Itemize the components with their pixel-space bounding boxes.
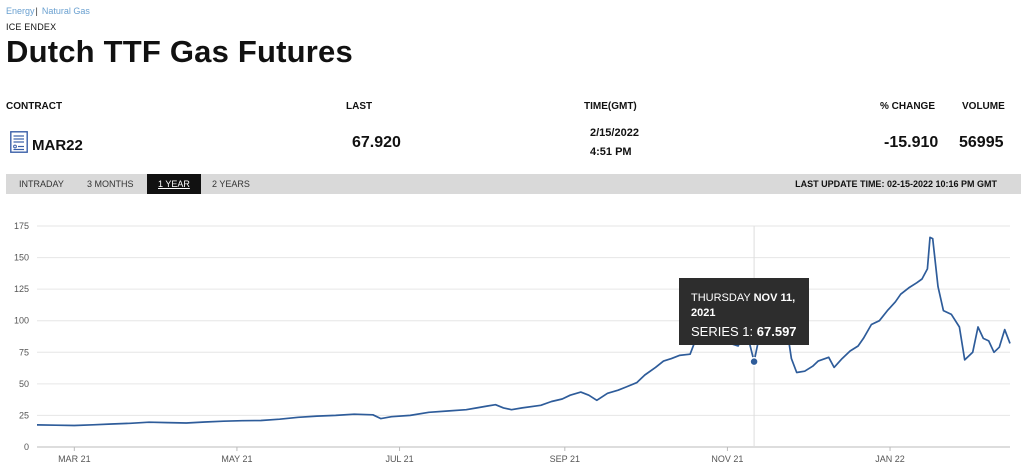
pct-change-value: -15.910	[884, 134, 939, 151]
x-tick-label: MAR 21	[58, 454, 91, 464]
page-title: Dutch TTF Gas Futures	[6, 34, 353, 69]
header-last: LAST	[346, 101, 373, 112]
header-pct-change: % CHANGE	[880, 101, 936, 112]
trade-date: 2/15/2022	[590, 127, 639, 139]
y-tick-label: 50	[19, 379, 29, 389]
chart-tooltip: THURSDAY NOV 11, 2021 SERIES 1: 67.597	[679, 278, 809, 345]
header-volume: VOLUME	[962, 101, 1005, 112]
tooltip-date: NOV 11,	[753, 292, 796, 304]
breadcrumb-link-natural-gas[interactable]: Natural Gas	[41, 6, 90, 16]
y-tick-label: 75	[19, 347, 29, 357]
range-tab-bar: INTRADAY 3 MONTHS 1 YEAR 2 YEARS LAST UP…	[6, 174, 1021, 194]
y-tick-label: 125	[14, 284, 29, 294]
tab-2-years[interactable]: 2 YEARS	[212, 179, 250, 189]
breadcrumb-link-energy[interactable]: Energy	[6, 6, 35, 16]
y-tick-label: 100	[14, 316, 29, 326]
tooltip-value: 67.597	[756, 324, 797, 339]
header-time: TIME(GMT)	[584, 101, 637, 112]
tooltip-year: 2021	[691, 307, 716, 319]
highlight-point	[749, 356, 759, 367]
trade-time: 4:51 PM	[590, 146, 632, 158]
breadcrumb-separator: |	[35, 6, 38, 16]
tooltip-series-label: SERIES 1:	[691, 324, 754, 339]
x-tick-label: JUL 21	[385, 454, 413, 464]
last-update-time: LAST UPDATE TIME: 02-15-2022 10:16 PM GM…	[795, 179, 997, 189]
y-tick-label: 150	[14, 253, 29, 263]
tab-3-months[interactable]: 3 MONTHS	[87, 179, 134, 189]
tab-1-year[interactable]: 1 YEAR	[147, 174, 201, 194]
tooltip-day: THURSDAY	[691, 292, 751, 304]
x-tick-label: SEP 21	[550, 454, 580, 464]
tab-intraday[interactable]: INTRADAY	[19, 179, 64, 189]
last-price: 67.920	[352, 134, 401, 151]
y-tick-label: 25	[19, 410, 29, 420]
x-tick-label: JAN 22	[875, 454, 905, 464]
header-contract: CONTRACT	[6, 101, 63, 112]
contract-symbol: MAR22	[32, 137, 83, 154]
x-tick-label: MAY 21	[221, 454, 252, 464]
breadcrumb: Energy| Natural Gas	[6, 6, 90, 16]
y-tick-label: 175	[14, 221, 29, 231]
series-line	[36, 236, 1011, 427]
x-tick-label: NOV 21	[711, 454, 743, 464]
exchange-label: ICE ENDEX	[6, 22, 57, 32]
volume-value: 56995	[959, 134, 1004, 151]
contract-spec-icon[interactable]	[10, 131, 28, 153]
price-line-chart[interactable]: 0 25 50 75 100 125 150 175 MAR 21 MAY 21 JUL 21 SEP…	[0, 206, 1024, 468]
y-tick-label: 0	[24, 442, 29, 452]
